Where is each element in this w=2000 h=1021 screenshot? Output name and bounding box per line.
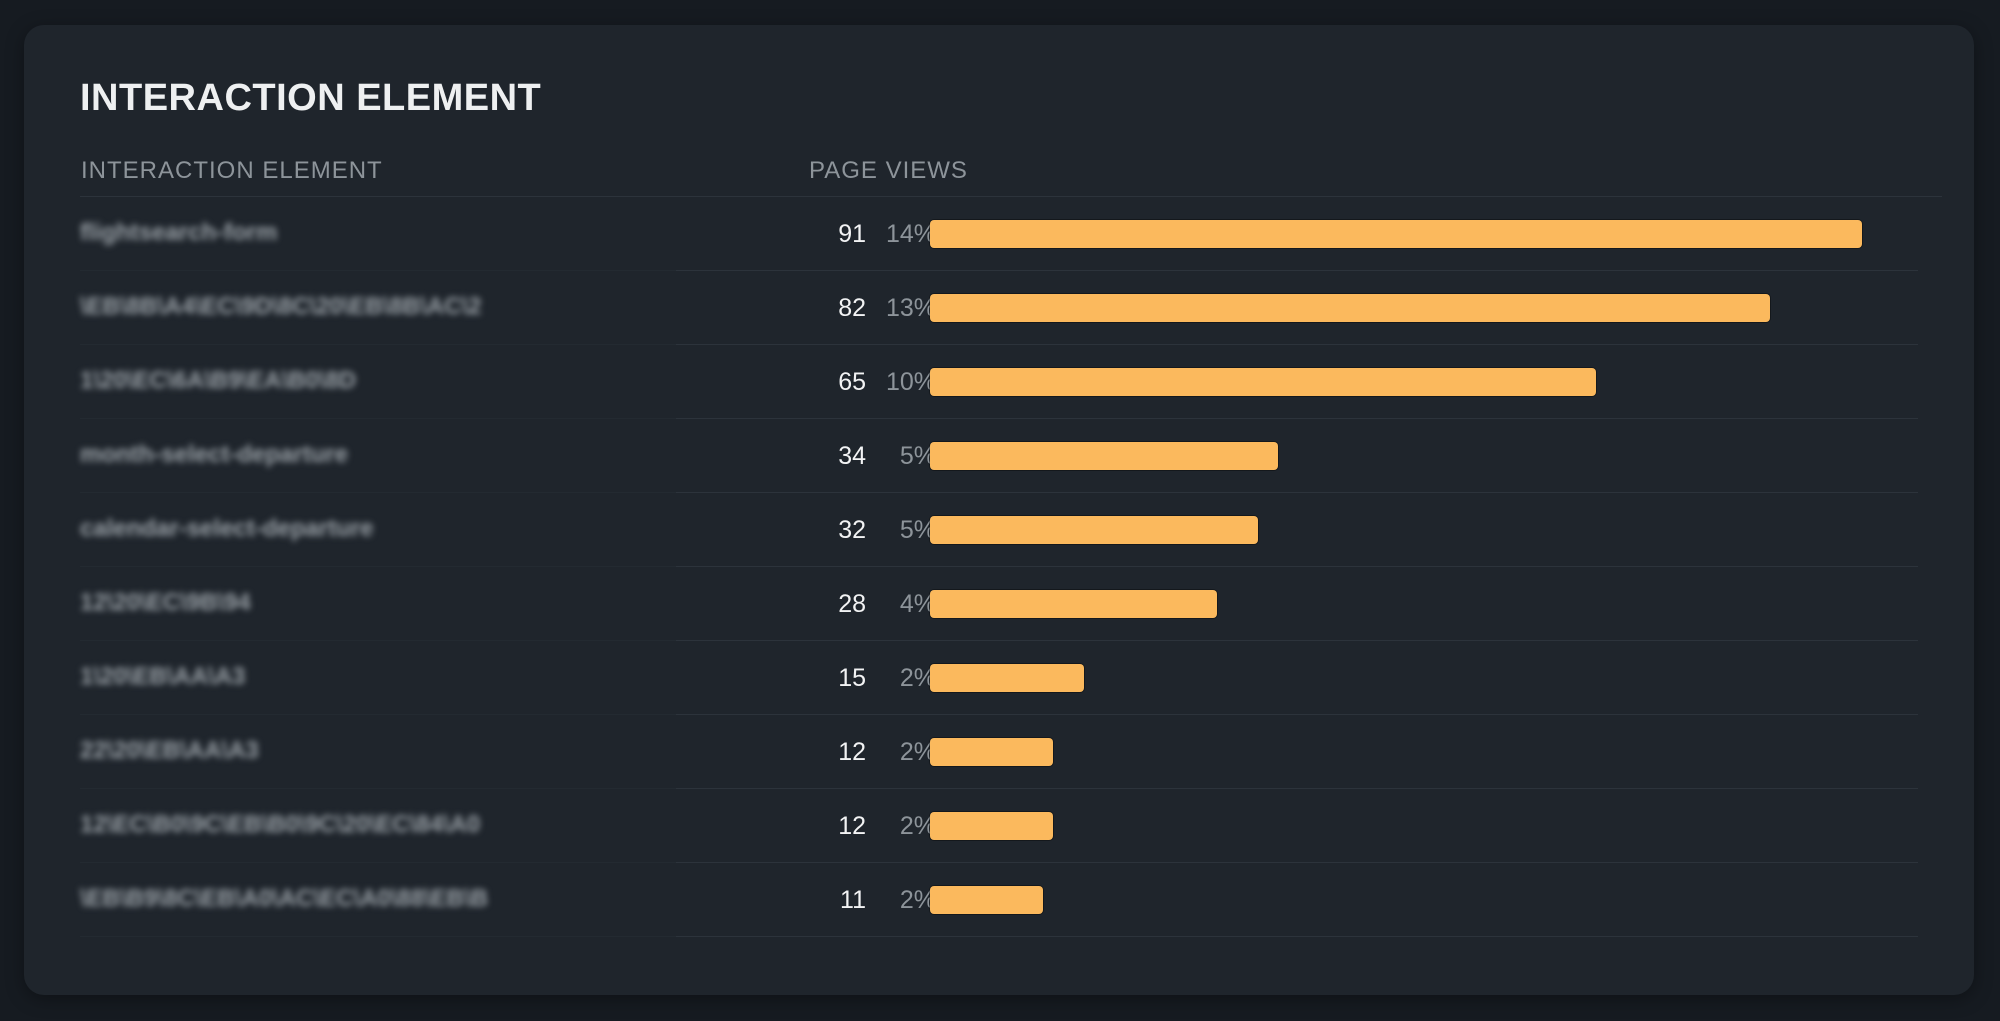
table-row[interactable]: calendar-select-departure 32 5% [24, 493, 1974, 567]
page-views-percent: 4% [899, 590, 936, 618]
interaction-element-card: INTERACTION ELEMENT INTERACTION ELEMENT … [24, 25, 1974, 995]
page-views-bar [930, 738, 1053, 766]
page-views-count: 82 [838, 294, 866, 322]
element-label: 1\20\EB\AA\A3 [80, 663, 246, 690]
table-row[interactable]: 12\20\EC\9B\94 28 4% [24, 567, 1974, 641]
page-views-percent: 5% [899, 516, 936, 544]
page-views-count: 15 [838, 664, 866, 692]
table-row[interactable]: \EB\B9\8C\EB\A0\AC\EC\A0\88\EB\B 11 2% [24, 863, 1974, 937]
page-views-bar [930, 812, 1053, 840]
page-views-count: 91 [838, 220, 866, 248]
table-row[interactable]: 1\20\EB\AA\A3 15 2% [24, 641, 1974, 715]
column-header-element[interactable]: INTERACTION ELEMENT [81, 157, 383, 184]
label-divider [80, 788, 676, 789]
table-row[interactable]: month-select-departure 34 5% [24, 419, 1974, 493]
element-label: 12\EC\B0\9C\EB\B0\9C\20\EC\84\A0 [80, 811, 481, 838]
element-label: 12\20\EC\9B\94 [80, 589, 251, 616]
page-views-count: 12 [838, 812, 866, 840]
label-divider [80, 418, 676, 419]
page-views-percent: 2% [899, 886, 936, 914]
row-divider [676, 640, 1918, 641]
label-divider [80, 492, 676, 493]
table-row[interactable]: 12\EC\B0\9C\EB\B0\9C\20\EC\84\A0 12 2% [24, 789, 1974, 863]
element-label: month-select-departure [80, 441, 349, 468]
page-views-bar [930, 590, 1217, 618]
table-row[interactable]: 1\20\EC\6A\B9\EA\B0\8D 65 10% [24, 345, 1974, 419]
row-divider [676, 418, 1918, 419]
page-views-bar [930, 442, 1278, 470]
card-title: INTERACTION ELEMENT [80, 77, 542, 119]
page-views-percent: 10% [885, 368, 936, 396]
page-views-count: 65 [838, 368, 866, 396]
element-label: \EB\B9\8C\EB\A0\AC\EC\A0\88\EB\B [80, 885, 489, 912]
page-views-percent: 2% [899, 664, 936, 692]
page-views-count: 11 [840, 886, 866, 914]
table-body: flightsearch-form 91 14% \EB\8B\A4\EC\9D… [24, 197, 1974, 937]
table-row[interactable]: flightsearch-form 91 14% [24, 197, 1974, 271]
page-views-bar [930, 368, 1596, 396]
element-label: \EB\8B\A4\EC\9D\8C\20\EB\8B\AC\2 [80, 293, 482, 320]
page-views-count: 28 [838, 590, 866, 618]
element-label: flightsearch-form [80, 219, 278, 246]
page-views-percent: 13% [885, 294, 936, 322]
page-views-count: 34 [838, 442, 866, 470]
table-row[interactable]: \EB\8B\A4\EC\9D\8C\20\EB\8B\AC\2 82 13% [24, 271, 1974, 345]
row-divider [676, 344, 1918, 345]
page-views-bar [930, 886, 1043, 914]
row-divider [676, 566, 1918, 567]
element-label: 1\20\EC\6A\B9\EA\B0\8D [80, 367, 357, 394]
page-views-bar [930, 220, 1862, 248]
label-divider [80, 936, 676, 937]
row-divider [676, 492, 1918, 493]
header-divider [80, 196, 1942, 197]
element-label: 22\20\EB\AA\A3 [80, 737, 259, 764]
page-views-percent: 2% [899, 812, 936, 840]
column-header-page-views[interactable]: PAGE VIEWS [809, 157, 968, 184]
row-divider [676, 270, 1918, 271]
label-divider [80, 566, 676, 567]
label-divider [80, 344, 676, 345]
row-divider [676, 936, 1918, 937]
label-divider [80, 862, 676, 863]
label-divider [80, 640, 676, 641]
element-label: calendar-select-departure [80, 515, 374, 542]
label-divider [80, 270, 676, 271]
page-views-count: 32 [838, 516, 866, 544]
row-divider [676, 862, 1918, 863]
page-views-bar [930, 664, 1084, 692]
table-row[interactable]: 22\20\EB\AA\A3 12 2% [24, 715, 1974, 789]
page-views-count: 12 [838, 738, 866, 766]
page-views-bar [930, 516, 1258, 544]
page-views-percent: 5% [899, 442, 936, 470]
row-divider [676, 714, 1918, 715]
page-views-bar [930, 294, 1770, 322]
label-divider [80, 714, 676, 715]
page-views-percent: 14% [885, 220, 936, 248]
row-divider [676, 788, 1918, 789]
page-views-percent: 2% [899, 738, 936, 766]
